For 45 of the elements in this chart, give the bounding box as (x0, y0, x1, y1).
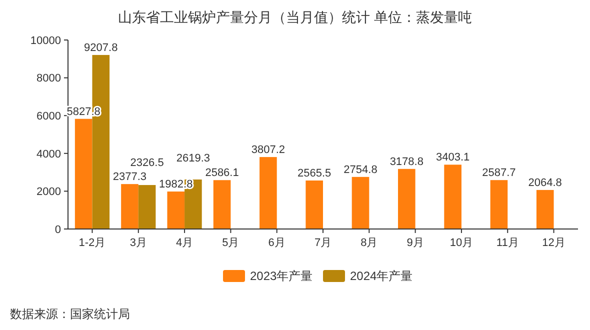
x-tick-label: 9月 (406, 237, 424, 249)
bar (398, 168, 416, 229)
x-tick-label: 7月 (314, 237, 332, 249)
bar (306, 180, 323, 229)
bar (74, 118, 92, 229)
y-tick-label: 6000 (36, 110, 61, 122)
data-label: 2619.3 (176, 152, 210, 164)
bar (490, 180, 508, 229)
y-tick-label: 0 (54, 224, 61, 236)
y-tick-label: 10000 (30, 34, 61, 47)
y-tick-label: 8000 (36, 72, 61, 85)
data-label: 2326.5 (130, 157, 164, 170)
legend-label: 2023年产量 (250, 269, 313, 284)
legend-label: 2024年产量 (350, 269, 413, 284)
x-tick-label: 3月 (130, 237, 147, 249)
data-label: 3178.8 (390, 156, 424, 168)
data-label: 3403.1 (436, 152, 470, 164)
data-label: 2754.8 (344, 164, 378, 176)
x-tick-label: 5月 (222, 237, 240, 249)
x-tick-label: 6月 (268, 237, 286, 249)
bar (260, 157, 277, 229)
bar (352, 176, 370, 229)
y-tick-label: 4000 (36, 148, 61, 160)
bar (138, 185, 156, 229)
data-label: 2064.8 (528, 176, 562, 189)
x-tick-label: 11月 (496, 237, 519, 249)
data-label: 3807.2 (251, 144, 286, 156)
data-label: 2587.7 (482, 167, 516, 180)
bar (121, 184, 138, 229)
data-label: 9207.8 (84, 42, 118, 54)
x-tick-label: 12月 (542, 237, 566, 249)
x-tick-label: 4月 (176, 237, 194, 249)
x-tick-label: 8月 (360, 237, 378, 249)
x-tick-label: 1-2月 (78, 237, 106, 249)
y-tick-label: 2000 (36, 186, 61, 198)
bar (167, 192, 185, 229)
data-label: 2565.5 (298, 168, 332, 180)
data-label: 2586.1 (205, 167, 239, 180)
bar (213, 180, 231, 229)
bar (536, 190, 554, 229)
chart-title: 山东省工业锅炉产量分月（当月值）统计 单位：蒸发量吨 (118, 9, 472, 25)
data-label: 2377.3 (112, 171, 147, 184)
bar (444, 164, 462, 229)
x-tick-label: 10月 (450, 237, 474, 249)
source-note: 数据来源：国家统计局 (10, 307, 130, 321)
